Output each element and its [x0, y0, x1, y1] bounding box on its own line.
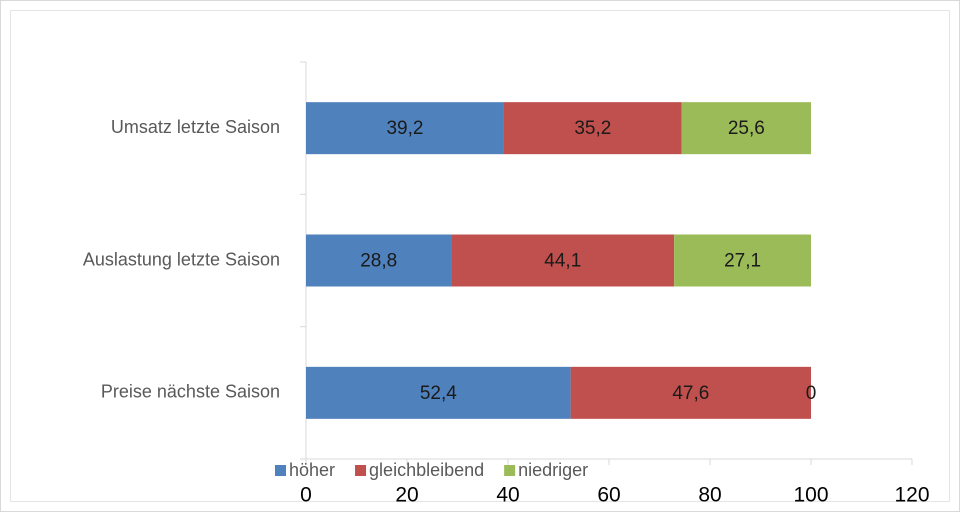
data-label: 35,2 — [574, 118, 611, 139]
data-label: 27,1 — [724, 251, 761, 272]
x-tick-label: 0 — [300, 484, 312, 507]
data-label: 47,6 — [672, 383, 709, 404]
x-tick-label: 40 — [496, 484, 519, 507]
bar-segment — [306, 234, 452, 287]
data-label: 0 — [806, 383, 817, 404]
bar-segment — [306, 102, 504, 155]
bar-segment — [570, 366, 811, 419]
bar-segment — [681, 102, 811, 155]
legend-swatch — [275, 465, 286, 476]
data-label: 25,6 — [728, 118, 765, 139]
category-label: Preise nächste Saison — [101, 382, 280, 402]
x-tick-label: 120 — [894, 484, 929, 507]
x-tick-label: 20 — [395, 484, 418, 507]
x-tick-label: 80 — [698, 484, 721, 507]
legend-label: höher — [289, 460, 335, 480]
bar-segment — [306, 366, 571, 419]
legend-swatch — [504, 465, 516, 476]
category-label: Auslastung letzte Saison — [83, 249, 280, 269]
bar-segment — [451, 234, 675, 287]
category-label: Umsatz letzte Saison — [111, 117, 280, 137]
bar-segment — [674, 234, 811, 287]
data-label: 39,2 — [386, 118, 423, 139]
x-tick-label: 100 — [793, 484, 828, 507]
legend-swatch — [355, 465, 367, 476]
legend-label: gleichbleibend — [369, 460, 484, 480]
data-label: 44,1 — [544, 251, 581, 272]
legend-label: niedriger — [518, 460, 588, 480]
data-label: 52,4 — [420, 383, 457, 404]
x-tick-label: 60 — [597, 484, 620, 507]
data-label: 28,8 — [360, 251, 397, 272]
bar-segment — [503, 102, 682, 155]
